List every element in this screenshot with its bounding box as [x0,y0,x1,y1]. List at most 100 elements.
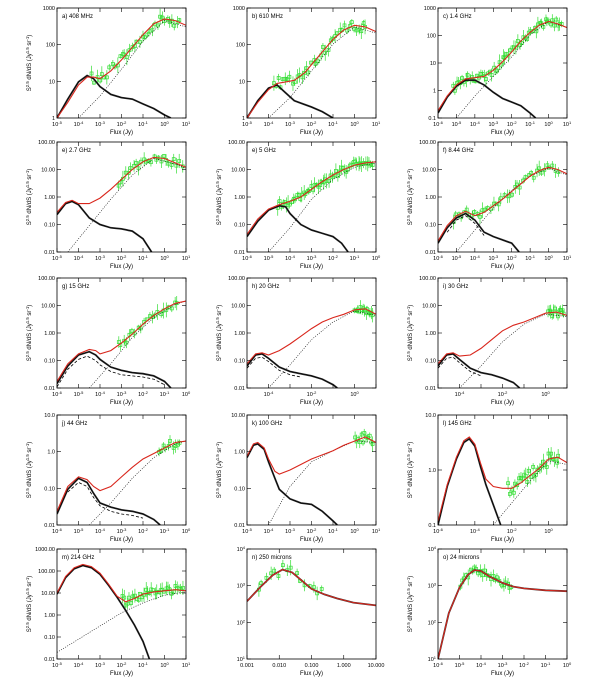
chart-panel-label: a) 408 MHz [62,14,93,20]
chart-datapoint [495,575,499,580]
chart-datapoint [92,80,96,85]
chart-plot-area [57,296,186,388]
chart-model-band [57,350,172,388]
chart-total-line [247,308,376,365]
chart-frame [56,414,187,526]
chart-dotted-line [459,313,567,388]
chart-xtick-label: 10-2 [307,527,317,536]
chart-xtick-label: 10-3 [95,254,105,263]
chart-datapoint [159,312,164,317]
chart-datapoint [515,483,520,488]
chart-ylabel: S2.5 dN/dS (Jy1.5 sr-1) [406,305,415,362]
chart-datapoint [464,207,469,212]
chart-datapoint [544,17,548,22]
chart-xtick-label: 100 [372,254,381,263]
chart-datapoint [122,595,127,600]
chart-datapoint [138,40,142,44]
chart-datapoint [276,574,281,578]
chart-xtick-label: 10-4 [264,527,274,536]
chart-datapoint [287,74,292,79]
chart-xtick-label: 10-1 [138,661,148,670]
chart-xtick-label: 10-5 [242,120,252,129]
chart-datapoint [300,75,305,80]
chart-ytick-label: 104 [428,545,437,554]
chart-total-line [57,300,186,382]
chart-xtick-label: 101 [372,527,381,536]
chart-frame [56,277,187,389]
chart-xlabel: Flux (Jy) [110,537,133,543]
chart-xtick-label: 10-6 [433,120,443,129]
chart-datapoint [560,308,565,313]
chart-plot-area [438,304,567,388]
chart-xlabel: Flux (Jy) [300,400,323,406]
chart-panel-label: b) 610 MHz [252,14,283,20]
chart-datapoint [534,473,538,477]
chart-ytick-label: 101 [428,655,437,664]
chart-plot-area [247,19,376,118]
chart-total-line [57,563,186,603]
chart-datapoint [531,175,536,180]
chart-datapoint [554,309,559,314]
chart-xtick-label: 10-3 [488,254,498,263]
chart-datapoint [177,440,182,445]
chart-datapoint [172,23,177,28]
chart-xtick-label: 10-1 [525,254,535,263]
chart-panel: 10-4 10-2 100 0.01 0.10 1.00 10.00 100.00 h) 20 … [215,276,377,406]
chart-datapoint [326,48,331,52]
chart-datapoint [107,65,112,70]
chart-datapoint [276,76,281,80]
chart-ytick-label: 0.01 [234,250,245,256]
chart-xtick-label: 10-5 [452,254,462,263]
chart-ytick-label: 0.10 [234,359,245,365]
chart-xtick-label: 10-2 [519,661,529,670]
chart-plot-area [438,564,567,659]
chart-panel: 10-5 10-4 10-3 10-2 10-1 100 101 1 10 100 1000 b) 6… [233,6,381,136]
chart-frame [246,277,377,389]
chart-ytick-label: 1.00 [44,195,55,201]
chart-panel-label: j) 44 GHz [61,421,87,427]
chart-xtick-label: 100 [160,254,169,263]
chart-xtick-label: 100 [541,390,550,399]
chart-model-band [438,79,537,118]
chart-datapoint [162,19,167,23]
chart-datapoint [539,170,544,175]
chart-xtick-label: 0.010 [272,663,286,669]
chart-xtick-label: 10-4 [285,254,295,263]
chart-panel: 10-5 10-4 10-3 10-2 10-1 100 101 0.01 0.10 1.00 10… [25,547,191,677]
chart-datapoint [130,45,135,49]
chart-datapoint [295,571,299,575]
chart-xtick-label: 10-5 [74,390,84,399]
chart-dotted-line [78,20,186,118]
chart-datapoint [158,14,162,19]
chart-datapoint [537,166,542,171]
chart-xtick-label: 100 [563,661,572,670]
chart-datapoint [525,37,530,41]
chart-ytick-label: 1 [52,116,55,122]
chart-ylabel: S2.5 dN/dS (Jy1.5 sr-1) [215,442,224,499]
chart-ytick-label: 10.00 [41,168,55,174]
chart-ylabel: S2.5 dN/dS (Jy1.5 sr-1) [25,35,34,92]
chart-datapoint [136,166,141,171]
chart-datapoint [531,465,535,469]
chart-xtick-label: 100 [544,527,553,536]
chart-datapoint [353,159,357,164]
chart-panel-label: m) 214 GHz [62,555,94,561]
chart-datapoint [354,28,359,33]
chart-datapoint [549,451,553,456]
chart-xtick-label: 101 [182,120,191,129]
chart-datapoint [526,468,531,473]
chart-datapoint [134,161,138,165]
chart-panel-label: h) 20 GHz [252,284,279,290]
chart-datapoint [506,481,510,486]
chart-xtick-label: 10-1 [138,120,148,129]
chart-datapoint [556,170,561,174]
chart-datapoint [451,83,456,88]
chart-ytick-label: 1000 [43,6,55,12]
chart-ytick-label: 100.00 [228,276,245,282]
chart-ylabel: S2.5 dN/dS (Jy1.5 sr-1) [406,169,415,226]
chart-xlabel: Flux (Jy) [300,264,323,270]
chart-datapoint [367,433,372,438]
chart-ytick-label: 1.00 [44,613,55,619]
chart-datapoint [130,329,134,333]
chart-panel: 10-6 10-5 10-4 10-3 10-2 10-1 100 101 0.01 0.10 1.… [406,140,572,270]
